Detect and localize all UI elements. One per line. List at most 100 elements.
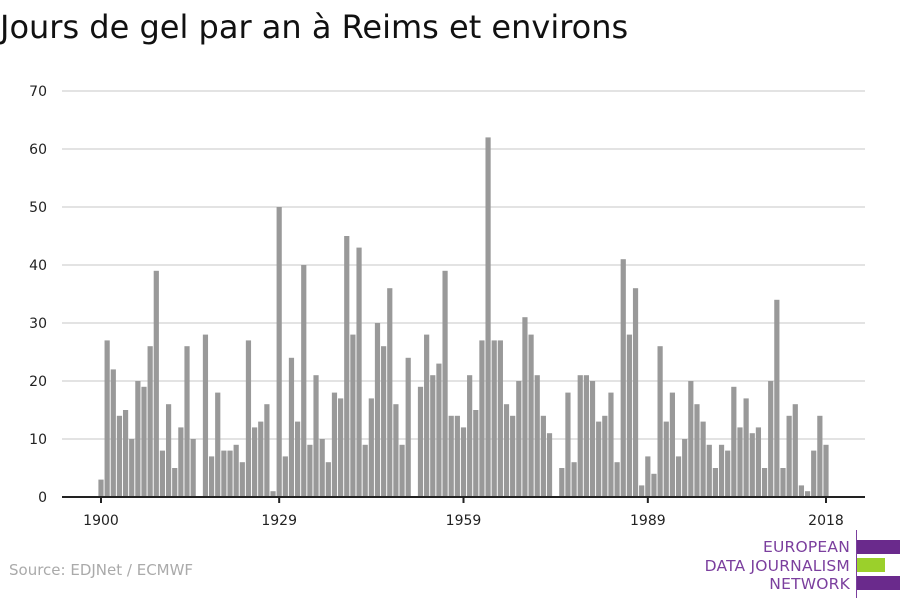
y-tick-label: 20 — [29, 374, 47, 390]
bar — [620, 259, 626, 497]
bar — [301, 265, 307, 497]
bar — [374, 323, 381, 497]
bar — [632, 288, 639, 497]
bar — [338, 398, 344, 497]
bar — [356, 247, 362, 497]
bar — [165, 404, 172, 497]
bar — [110, 369, 116, 497]
y-tick-label: 50 — [29, 200, 47, 216]
bar — [116, 415, 123, 497]
bar — [325, 462, 331, 497]
bar — [823, 444, 829, 497]
bar — [503, 404, 510, 497]
bar — [804, 491, 811, 497]
bar — [467, 375, 473, 497]
bar — [307, 444, 313, 497]
bar — [768, 381, 774, 497]
bar — [626, 334, 632, 497]
bar — [577, 375, 583, 497]
bar — [190, 439, 196, 497]
bar — [718, 444, 725, 497]
bar — [589, 381, 596, 497]
bar — [669, 392, 675, 497]
x-tick-label: 1929 — [261, 513, 297, 529]
bar — [239, 462, 245, 497]
bar — [313, 375, 319, 497]
bar — [208, 456, 215, 497]
bar — [694, 404, 700, 497]
y-tick-label: 0 — [38, 490, 47, 506]
bar — [583, 375, 589, 497]
bar — [424, 334, 430, 497]
bar — [725, 450, 731, 497]
y-tick-label: 40 — [29, 258, 47, 274]
bar — [245, 340, 252, 497]
bar — [528, 334, 534, 497]
bar — [172, 468, 178, 497]
bar — [602, 415, 608, 497]
bar — [559, 468, 565, 497]
logo-divider — [856, 530, 857, 598]
bar — [153, 270, 159, 497]
bar — [460, 427, 467, 497]
x-tick-label: 1959 — [446, 513, 482, 529]
bar — [491, 340, 497, 497]
bar — [264, 404, 270, 497]
bar — [331, 392, 338, 497]
source-note: Source: EDJNet / ECMWF — [9, 561, 194, 579]
bar — [381, 346, 387, 497]
bar — [387, 288, 393, 497]
bar — [442, 270, 448, 497]
bar — [147, 346, 153, 497]
bar — [405, 357, 411, 497]
y-tick-label: 60 — [29, 142, 47, 158]
bar — [534, 375, 540, 497]
bar — [350, 334, 356, 497]
bar — [516, 381, 522, 497]
bar — [295, 421, 301, 497]
logo-bar-green — [857, 558, 885, 572]
bar — [639, 485, 645, 497]
bar — [282, 456, 288, 497]
bar — [344, 236, 350, 497]
bar — [780, 468, 786, 497]
bar — [221, 450, 227, 497]
bar — [546, 433, 553, 497]
logo-text-line: DATA JOURNALISM — [704, 557, 850, 575]
bar — [436, 363, 442, 497]
bar — [252, 427, 258, 497]
logo-text-line: NETWORK — [769, 575, 850, 593]
bar — [510, 415, 516, 497]
bar — [368, 398, 374, 497]
bar — [712, 468, 719, 497]
bar — [479, 340, 485, 497]
bar — [755, 427, 762, 497]
bar — [288, 357, 295, 497]
bar — [786, 415, 792, 497]
bar — [798, 485, 805, 497]
y-tick-label: 70 — [29, 84, 47, 100]
bar — [731, 386, 737, 497]
bar — [614, 462, 620, 497]
bar — [565, 392, 571, 497]
logo-bar-purple — [857, 576, 900, 590]
bar — [688, 381, 694, 497]
y-tick-label: 10 — [29, 432, 47, 448]
bar — [571, 462, 577, 497]
bar — [448, 415, 454, 497]
bar — [393, 404, 399, 497]
bar — [98, 479, 104, 497]
bar — [792, 404, 798, 497]
bar — [276, 207, 282, 497]
bar — [473, 410, 479, 497]
y-tick-label: 30 — [29, 316, 47, 332]
bar — [706, 444, 712, 497]
bar — [645, 456, 651, 497]
bar — [270, 491, 276, 497]
bar — [663, 421, 669, 497]
bar — [761, 468, 768, 497]
edjnet-logo: EUROPEAN DATA JOURNALISM NETWORK — [700, 530, 900, 598]
bar — [233, 444, 239, 497]
bar — [159, 450, 166, 497]
bar — [743, 398, 749, 497]
